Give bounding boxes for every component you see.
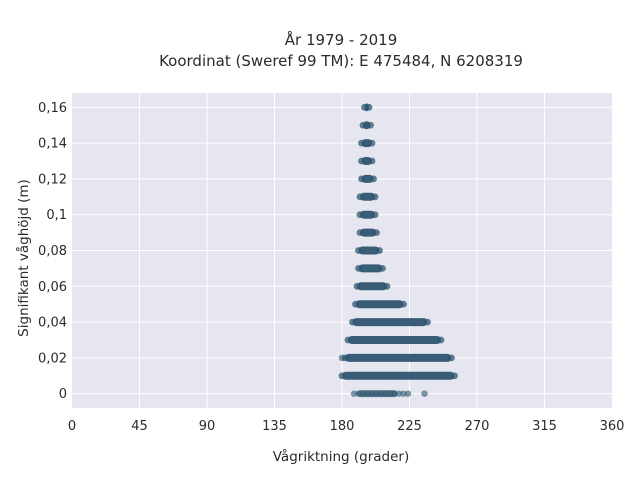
y-tick-label: 0,16	[38, 101, 67, 116]
x-tick-label: 180	[330, 419, 355, 434]
data-point	[448, 354, 455, 362]
data-point	[364, 390, 371, 397]
data-point	[367, 121, 374, 129]
data-point	[424, 318, 431, 326]
gridlines	[72, 93, 612, 408]
data-band	[360, 210, 375, 219]
data-band	[352, 318, 428, 327]
outlier-point	[338, 354, 346, 362]
data-point	[359, 390, 367, 397]
data-point	[400, 300, 407, 308]
x-axis-label: Vågriktning (grader)	[273, 448, 410, 465]
x-tick-label: 0	[68, 419, 76, 434]
y-tick-label: 0,08	[38, 244, 67, 259]
data-points	[338, 103, 458, 398]
data-point	[376, 247, 383, 254]
data-point	[353, 282, 361, 290]
data-band	[355, 300, 404, 309]
data-point	[356, 193, 364, 201]
data-point	[373, 390, 380, 397]
x-axis-ticks: 0 45 90 135 180 225 270 315 360	[68, 419, 625, 434]
data-point	[356, 229, 364, 237]
data-point	[365, 103, 373, 111]
y-tick-label: 0,02	[38, 351, 67, 366]
data-point	[358, 157, 365, 165]
data-point	[451, 372, 458, 380]
data-point	[371, 193, 379, 201]
data-band	[348, 335, 441, 344]
x-tick-label: 135	[262, 419, 287, 434]
data-point	[338, 372, 346, 380]
data-point	[370, 175, 377, 183]
y-tick-label: 0,06	[38, 280, 67, 295]
data-point	[350, 390, 358, 397]
y-tick-label: 0,14	[38, 137, 67, 152]
data-point	[358, 175, 365, 183]
y-axis-label: Signifikant våghöjd (m)	[15, 179, 32, 337]
y-tick-label: 0,04	[38, 316, 67, 331]
data-point	[368, 390, 376, 397]
data-point	[356, 211, 364, 219]
data-point	[373, 229, 380, 237]
chart-subtitle: Koordinat (Sweref 99 TM): E 475484, N 62…	[159, 52, 523, 70]
data-point	[379, 264, 386, 272]
data-point	[368, 157, 376, 165]
data-band	[361, 174, 374, 183]
data-point	[344, 336, 352, 344]
data-point	[391, 390, 398, 397]
data-point	[404, 390, 412, 397]
data-band	[360, 192, 375, 201]
data-band	[360, 228, 377, 237]
data-band	[345, 353, 452, 362]
data-point	[395, 390, 403, 397]
data-point	[382, 390, 389, 397]
data-point	[355, 264, 362, 272]
x-tick-label: 360	[600, 419, 625, 434]
data-point	[377, 390, 385, 397]
y-axis-ticks: 0 0,02 0,04 0,06 0,08 0,1 0,12 0,14 0,16	[38, 101, 67, 402]
data-point	[386, 390, 394, 397]
y-tick-label: 0	[59, 387, 67, 402]
data-point	[437, 336, 445, 344]
data-band	[342, 371, 455, 380]
data-point	[355, 390, 362, 397]
x-tick-label: 225	[397, 419, 422, 434]
y-tick-label: 0,12	[38, 172, 67, 187]
outlier-point	[421, 390, 428, 397]
data-band	[358, 264, 383, 273]
x-tick-label: 315	[532, 419, 557, 434]
chart-title: År 1979 - 2019	[285, 30, 398, 49]
data-point	[371, 211, 379, 219]
data-point	[400, 390, 407, 397]
data-point	[355, 247, 362, 254]
x-tick-label: 90	[199, 419, 216, 434]
data-point	[359, 121, 367, 129]
y-tick-label: 0,1	[46, 208, 67, 223]
data-band	[358, 246, 380, 255]
x-tick-label: 270	[465, 419, 490, 434]
data-point	[352, 300, 359, 308]
data-point	[368, 139, 376, 147]
data-point	[349, 318, 356, 326]
data-point	[383, 282, 391, 290]
x-tick-label: 45	[131, 419, 148, 434]
data-band	[357, 282, 387, 291]
data-point	[358, 139, 365, 147]
